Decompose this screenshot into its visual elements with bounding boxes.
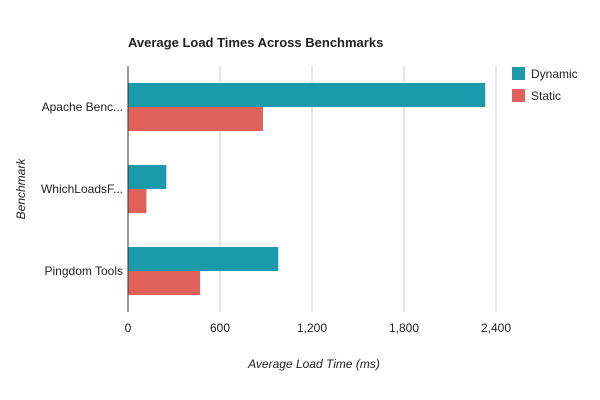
bar-dynamic	[128, 165, 167, 189]
bar-dynamic	[128, 83, 486, 107]
bars	[128, 83, 486, 295]
x-tick-label: 0	[125, 321, 132, 335]
legend-label-static: Static	[531, 89, 561, 103]
x-tick-label: 2,400	[481, 321, 511, 335]
x-axis-title: Average Load Time (ms)	[247, 357, 380, 371]
legend-swatch-dynamic	[512, 67, 525, 80]
category-label: WhichLoadsF...	[41, 182, 123, 196]
x-tick-label: 1,200	[297, 321, 327, 335]
bar-static	[128, 189, 147, 213]
legend-label-dynamic: Dynamic	[531, 67, 578, 81]
bar-static	[128, 107, 263, 131]
legend: Dynamic Static	[512, 67, 578, 103]
x-tick-labels: 0 600 1,200 1,800 2,400	[125, 321, 512, 335]
bar-dynamic	[128, 247, 279, 271]
category-label: Pingdom Tools	[45, 264, 124, 278]
category-label: Apache Benc...	[42, 100, 123, 114]
y-axis-title: Benchmark	[14, 158, 28, 220]
category-labels: Apache Benc... WhichLoadsF... Pingdom Tool…	[41, 100, 123, 278]
legend-swatch-static	[512, 89, 525, 102]
x-tick-label: 1,800	[389, 321, 419, 335]
x-tick-label: 600	[210, 321, 230, 335]
chart-title: Average Load Times Across Benchmarks	[128, 35, 383, 50]
bar-static	[128, 271, 201, 295]
